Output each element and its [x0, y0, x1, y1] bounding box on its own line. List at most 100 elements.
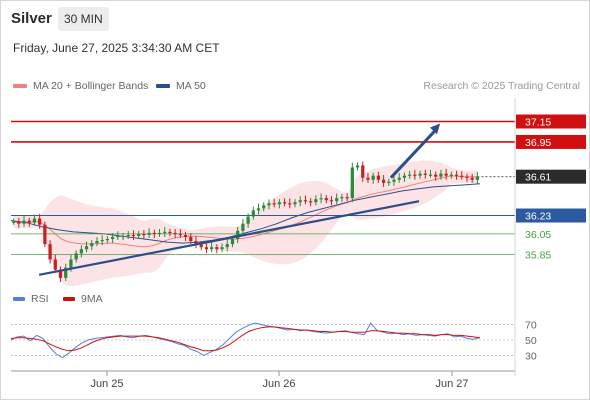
candle-body	[288, 203, 292, 205]
candle-body	[470, 177, 474, 180]
level-tag-37.15	[516, 114, 586, 129]
candle-body	[142, 233, 146, 236]
candle-body	[64, 267, 68, 278]
candle-body	[444, 173, 448, 176]
candle-body	[267, 203, 271, 206]
candle-body	[324, 198, 328, 201]
candle-body	[303, 200, 308, 202]
instrument-title: Silver	[11, 10, 52, 27]
chart-header: Silver 30 MIN	[0, 0, 590, 38]
candle-body	[350, 167, 354, 199]
x-tick-label: Jun 26	[262, 378, 295, 390]
candle-body	[449, 174, 453, 176]
level-label-36.61: 36.61	[525, 172, 551, 184]
rsi-tick-label: 50	[525, 335, 537, 347]
rsi-tick-label: 30	[525, 350, 537, 362]
forecast-arrow	[389, 128, 438, 179]
candle-body	[58, 269, 63, 278]
candle-body	[460, 175, 464, 177]
candle-body	[22, 220, 26, 224]
candle-body	[309, 201, 313, 203]
candle-body	[11, 221, 16, 223]
level-tag-36.61	[516, 169, 586, 184]
candle-body	[204, 247, 209, 250]
candle-body	[111, 236, 115, 240]
candle-body	[408, 174, 412, 176]
legend-ma50: MA 50	[156, 80, 206, 92]
candle-body	[131, 234, 136, 237]
candle-body	[210, 247, 214, 250]
legend-ma20: MA 20 + Bollinger Bands	[13, 80, 148, 92]
candle-body	[251, 210, 255, 217]
level-label-37.15: 37.15	[525, 117, 551, 129]
candle-body	[319, 198, 323, 200]
candle-body	[163, 231, 167, 234]
candle-body	[17, 221, 21, 224]
legend-9ma: 9MA	[63, 293, 103, 305]
candle-body	[454, 174, 459, 176]
candle-body	[53, 259, 57, 270]
candle-body	[230, 239, 235, 245]
candle-body	[465, 176, 469, 178]
level-label-36.23: 36.23	[525, 211, 551, 223]
candle-body	[428, 174, 433, 176]
legend-ma20-label: MA 20 + Bollinger Bands	[33, 80, 149, 92]
research-credit: Research © 2025 Trading Central	[423, 80, 580, 92]
candle-body	[413, 174, 417, 176]
candle-body	[100, 240, 104, 242]
candle-body	[225, 244, 229, 248]
candle-body	[256, 208, 261, 211]
timeframe-badge[interactable]: 30 MIN	[58, 7, 109, 31]
candle-body	[439, 173, 443, 177]
candle-body	[152, 232, 156, 235]
support-trendline	[38, 200, 420, 276]
candle-body	[157, 232, 162, 235]
candle-body	[147, 232, 151, 235]
candle-body	[293, 202, 297, 205]
candle-body	[90, 243, 94, 247]
candle-body	[392, 179, 396, 182]
level-label-35.85: 35.85	[525, 249, 551, 261]
level-label-36.05: 36.05	[525, 229, 551, 241]
candle-body	[178, 233, 182, 236]
ma20-swatch	[13, 84, 27, 88]
candle-body	[236, 230, 240, 240]
candle-body	[116, 235, 120, 238]
candle-body	[361, 165, 365, 178]
candle-body	[189, 236, 193, 242]
candle-body	[69, 259, 73, 268]
candle-body	[418, 173, 422, 176]
legend-rsi: RSI	[13, 293, 49, 305]
candle-body	[340, 197, 344, 199]
candle-body	[329, 200, 334, 202]
candle-body	[220, 247, 224, 250]
rsi-tick-label: 70	[525, 320, 537, 332]
candle-body	[43, 224, 47, 245]
legend-ma50-label: MA 50	[176, 80, 206, 92]
candle-body	[79, 249, 83, 254]
candle-body	[126, 234, 130, 237]
x-tick-label: Jun 27	[435, 378, 468, 390]
candle-body	[397, 177, 401, 180]
candle-body	[475, 176, 480, 180]
candle-body	[262, 205, 266, 209]
candle-body	[335, 198, 339, 202]
candle-body	[48, 244, 52, 260]
candle-body	[402, 175, 407, 178]
candle-body	[423, 173, 427, 175]
chart-datetime: Friday, June 27, 2025 3:34:30 AM CET	[13, 41, 220, 55]
candle-body	[168, 231, 172, 234]
candle-body	[298, 200, 302, 203]
candle-body	[173, 232, 177, 235]
candle-body	[215, 247, 219, 250]
legend-rsi-label: RSI	[31, 293, 49, 305]
rsi-swatch	[13, 297, 25, 301]
legend-9ma-label: 9MA	[81, 293, 103, 305]
candle-body	[74, 253, 78, 260]
ma50-line	[10, 183, 481, 244]
candle-body	[434, 174, 438, 177]
rsi-line	[10, 322, 481, 359]
candle-body	[121, 235, 125, 238]
level-tag-36.23	[516, 208, 586, 223]
